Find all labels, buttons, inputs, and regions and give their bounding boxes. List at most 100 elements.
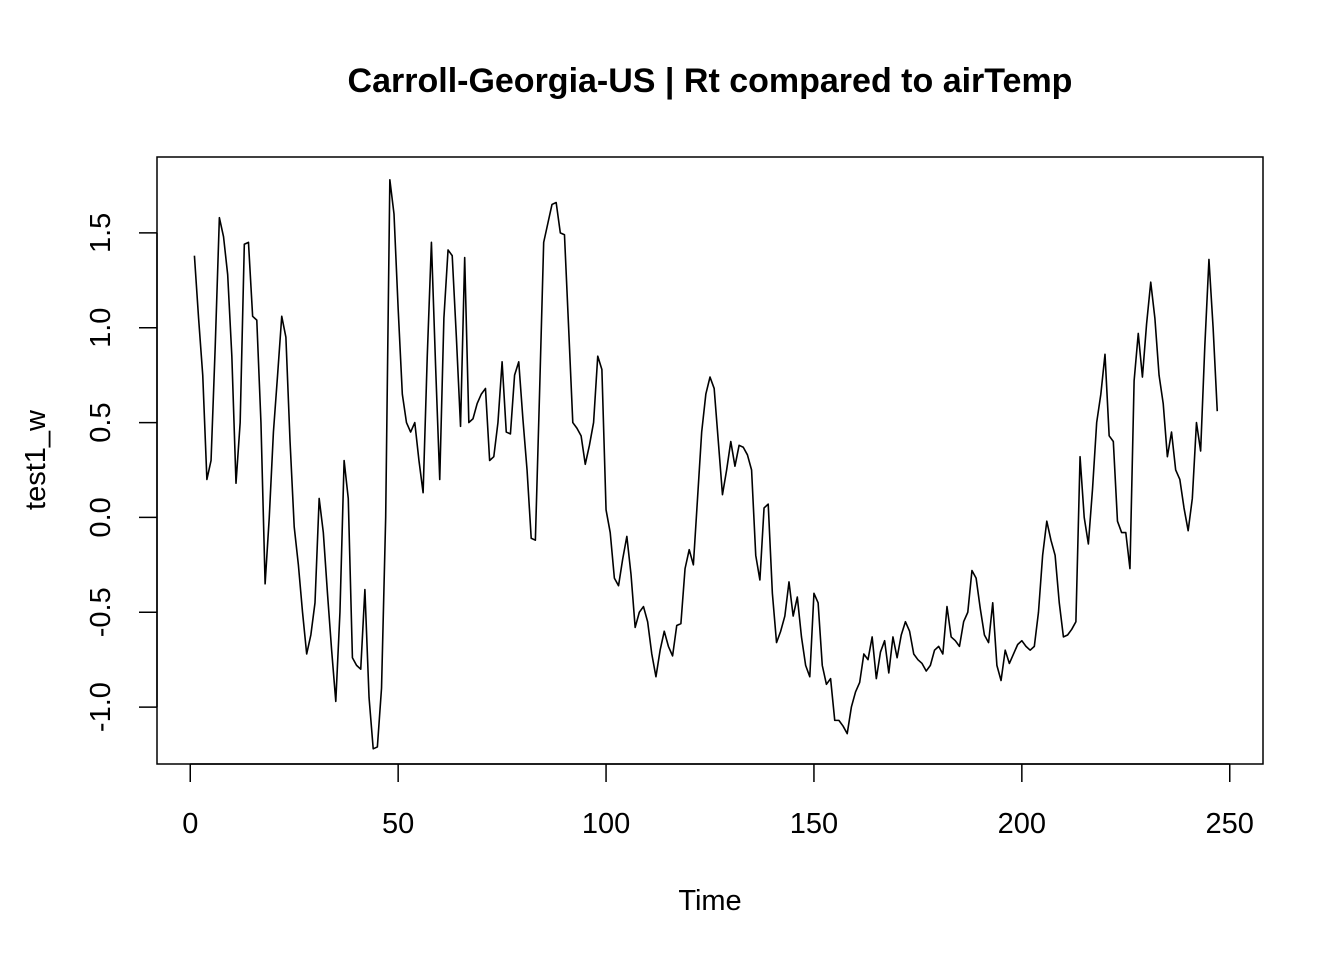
- data-point: [878, 650, 882, 654]
- data-point: [945, 605, 949, 609]
- data-point: [933, 648, 937, 652]
- data-point: [513, 373, 517, 377]
- data-point: [234, 481, 238, 485]
- data-point: [334, 699, 338, 703]
- data-point: [392, 212, 396, 216]
- data-point: [1111, 440, 1115, 444]
- data-point: [396, 307, 400, 311]
- x-tick-label: 150: [790, 808, 838, 840]
- data-point: [696, 496, 700, 500]
- data-point: [284, 335, 288, 339]
- data-point: [1120, 531, 1124, 535]
- data-point: [1086, 542, 1090, 546]
- data-point: [600, 367, 604, 371]
- data-point: [633, 625, 637, 629]
- data-point: [750, 468, 754, 472]
- data-point: [916, 658, 920, 662]
- data-point: [446, 248, 450, 252]
- data-point: [384, 515, 388, 519]
- data-point: [201, 373, 205, 377]
- y-tick-label: 0.5: [85, 402, 117, 442]
- data-point: [317, 496, 321, 500]
- data-point: [704, 392, 708, 396]
- data-point: [330, 648, 334, 652]
- data-point: [1091, 487, 1095, 491]
- x-tick-label: 100: [582, 808, 630, 840]
- data-point: [812, 591, 816, 595]
- data-point: [421, 491, 425, 495]
- data-point: [887, 671, 891, 675]
- data-point: [1041, 553, 1045, 557]
- data-point: [517, 360, 521, 364]
- data-point: [1161, 402, 1165, 406]
- data-point: [1036, 610, 1040, 614]
- data-point: [288, 440, 292, 444]
- data-point: [579, 434, 583, 438]
- data-point: [712, 386, 716, 390]
- data-point: [246, 240, 250, 244]
- data-point: [1203, 345, 1207, 349]
- data-point: [1211, 326, 1215, 330]
- data-point: [1190, 496, 1194, 500]
- data-point: [1194, 421, 1198, 425]
- x-tick-label: 0: [182, 808, 198, 840]
- data-point: [1174, 468, 1178, 472]
- data-point: [222, 235, 226, 239]
- data-point: [953, 639, 957, 643]
- y-tick-label: 1.0: [85, 308, 117, 348]
- y-axis-label: test1_w: [20, 409, 52, 510]
- data-point: [650, 652, 654, 656]
- data-point: [937, 644, 941, 648]
- data-point: [1140, 375, 1144, 379]
- data-point: [567, 326, 571, 330]
- data-point: [271, 430, 275, 434]
- data-point: [641, 605, 645, 609]
- data-point: [463, 256, 467, 260]
- y-tick-label: -0.5: [85, 587, 117, 637]
- data-point: [471, 417, 475, 421]
- data-point: [1070, 627, 1074, 631]
- data-point: [1115, 519, 1119, 523]
- data-point: [504, 430, 508, 434]
- data-point: [1207, 257, 1211, 261]
- data-point: [525, 468, 529, 472]
- data-point: [716, 440, 720, 444]
- data-point: [342, 459, 346, 463]
- data-point: [854, 690, 858, 694]
- data-point: [542, 240, 546, 244]
- data-point: [238, 421, 242, 425]
- data-point: [912, 652, 916, 656]
- chart-title: Carroll-Georgia-US | Rt compared to airT…: [348, 62, 1073, 100]
- data-point: [687, 548, 691, 552]
- data-point: [1124, 531, 1128, 535]
- data-point: [745, 453, 749, 457]
- data-point: [562, 233, 566, 237]
- x-tick-label: 250: [1206, 808, 1254, 840]
- data-point: [296, 563, 300, 567]
- data-point: [292, 525, 296, 529]
- data-point: [816, 601, 820, 605]
- data-point: [608, 531, 612, 535]
- data-point: [795, 595, 799, 599]
- data-point: [1024, 644, 1028, 648]
- data-point: [305, 652, 309, 656]
- data-point: [783, 614, 787, 618]
- data-point: [263, 582, 267, 586]
- data-point: [870, 635, 874, 639]
- data-point: [205, 477, 209, 481]
- data-point: [891, 635, 895, 639]
- data-point: [417, 459, 421, 463]
- data-point: [1178, 477, 1182, 481]
- data-point: [995, 663, 999, 667]
- x-tick-label: 50: [382, 808, 414, 840]
- data-point: [1128, 567, 1132, 571]
- data-point: [325, 591, 329, 595]
- data-point: [629, 572, 633, 576]
- data-point: [841, 724, 845, 728]
- data-point: [1182, 506, 1186, 510]
- data-point: [1170, 430, 1174, 434]
- data-point: [454, 335, 458, 339]
- data-point: [966, 610, 970, 614]
- data-point: [467, 421, 471, 425]
